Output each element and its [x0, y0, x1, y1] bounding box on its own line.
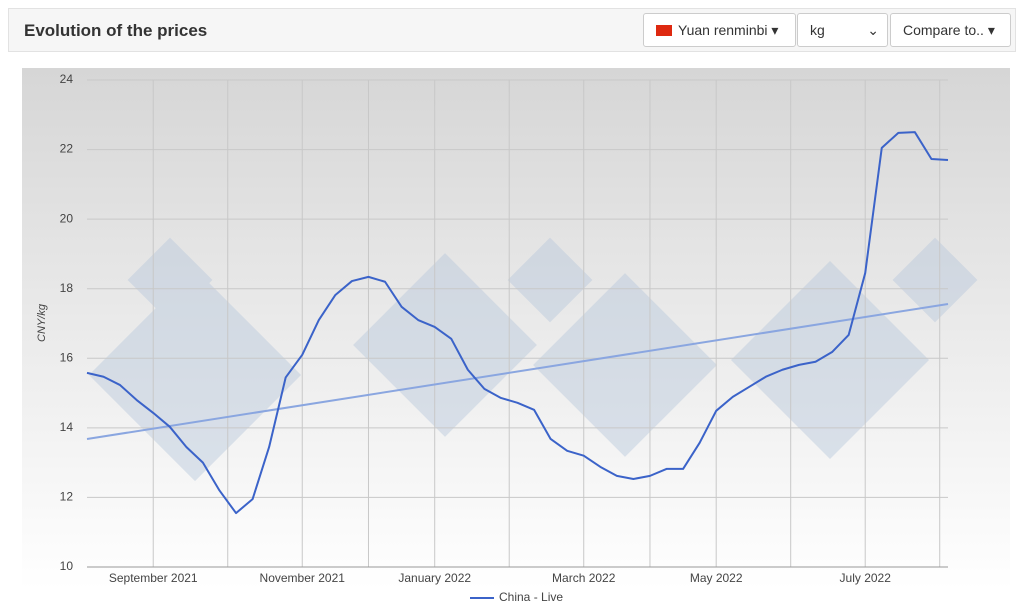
currency-label: Yuan renminbi: [678, 22, 768, 38]
y-tick-label: 12: [60, 490, 74, 504]
x-tick-label: September 2021: [109, 571, 198, 585]
y-tick-label: 22: [60, 142, 74, 156]
series-line: [86, 131, 949, 515]
x-tick-label: January 2022: [398, 571, 471, 585]
y-tick-label: 14: [60, 420, 74, 434]
x-tick-label: May 2022: [690, 571, 743, 585]
y-tick-label: 24: [60, 72, 74, 86]
currency-button[interactable]: Yuan renminbi ▾: [643, 13, 796, 47]
title: Evolution of the prices: [24, 21, 208, 40]
trend-line: [86, 303, 949, 440]
x-tick-label: March 2022: [552, 571, 616, 585]
unit-select[interactable]: kg ⌄: [797, 13, 888, 47]
header: Evolution of the prices Yuan renminbi ▾ …: [8, 8, 1016, 52]
x-tick-label: July 2022: [840, 571, 892, 585]
compare-button[interactable]: Compare to.. ▾: [890, 13, 1011, 47]
plot-background: [22, 68, 1010, 590]
y-tick-label: 10: [60, 559, 74, 573]
y-tick-label: 18: [60, 281, 74, 295]
compare-label: Compare to..: [903, 22, 984, 38]
x-tick-label: November 2021: [260, 571, 346, 585]
unit-label: kg: [810, 22, 825, 38]
y-axis-label: CNY/kg: [36, 303, 48, 342]
legend-label: China - Live: [499, 590, 563, 604]
y-tick-label: 16: [60, 350, 74, 364]
y-tick-label: 20: [60, 211, 74, 225]
